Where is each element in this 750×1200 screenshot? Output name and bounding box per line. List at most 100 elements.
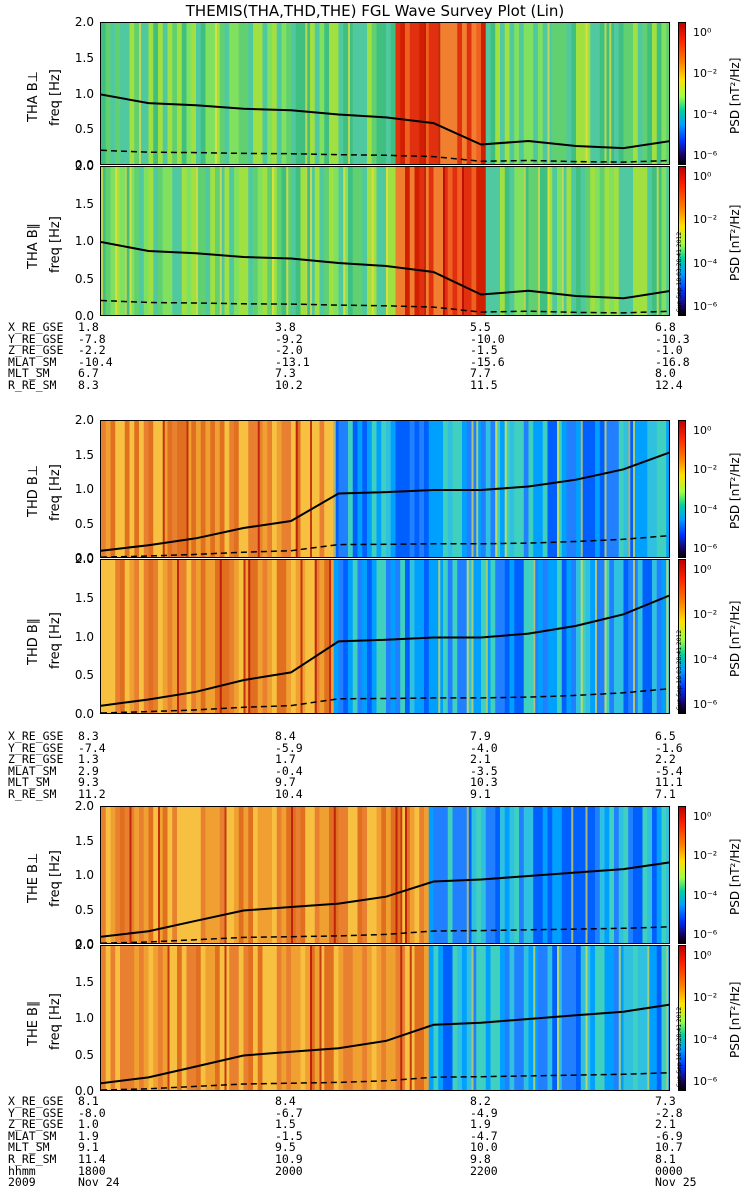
spectrogram-column <box>585 421 591 557</box>
spectrogram-column <box>495 23 501 164</box>
spectrogram-column <box>576 807 582 943</box>
spectrogram-column <box>234 807 240 943</box>
frequency-line <box>101 451 669 552</box>
colorbar-tick-label: 10⁻⁴ <box>693 502 718 516</box>
spectrogram-streak <box>343 167 346 315</box>
spectrogram-column <box>191 421 197 557</box>
spectrogram-column <box>134 807 140 943</box>
spectrogram-streak <box>295 421 298 557</box>
ephemeris-value: -6.9 <box>655 1128 683 1143</box>
spectrogram-column <box>238 167 245 315</box>
colorbar-tick-label: 10⁻² <box>693 991 718 1004</box>
spectrogram-column <box>243 167 249 315</box>
spectrogram-column <box>637 560 644 713</box>
spectrogram-column <box>253 421 259 557</box>
ephemeris-value: -2.0 <box>275 343 303 358</box>
ephemeris-value: 10.7 <box>655 1140 683 1155</box>
spectrogram-column <box>243 560 249 713</box>
spectrogram-column <box>400 560 406 713</box>
spectrogram-column <box>590 167 596 315</box>
ephemeris-value: -9.2 <box>275 331 303 346</box>
spectrogram-column <box>300 167 306 315</box>
spectrogram-column <box>134 167 140 315</box>
spectrogram-column <box>210 421 216 557</box>
ephemeris-row: R_RE_SM 11.4 10.9 9.8 8.1 <box>8 1153 748 1166</box>
spectrogram-streak <box>424 23 426 164</box>
spectrogram-streak <box>129 807 132 943</box>
spectrogram-column <box>400 946 406 1090</box>
spectrogram-column <box>310 23 316 164</box>
colorbar-tick-label: 10⁻² <box>693 463 718 477</box>
spectrogram-column <box>205 807 211 943</box>
spectrogram-column <box>167 946 173 1090</box>
ephemeris-row: X_RE_GSE 8.3 8.4 7.9 6.5 <box>8 730 748 743</box>
spectrogram-streak <box>300 560 303 713</box>
colorbar-tick-label: 10⁰ <box>693 170 712 183</box>
ephemeris-value: 9.5 <box>275 1140 296 1155</box>
ephemeris-value: 0000 <box>655 1163 683 1178</box>
spectrogram-column <box>267 23 273 164</box>
spectrogram-column <box>642 167 648 315</box>
spectrogram-column <box>633 807 639 943</box>
spectrogram-column <box>395 23 401 164</box>
spectrogram-column <box>248 946 254 1090</box>
ephemeris-value: 2.1 <box>655 1117 676 1132</box>
y-tick-label: 2.0 <box>74 938 94 952</box>
spectrogram-column <box>196 23 202 164</box>
spectrogram-column <box>177 167 183 315</box>
ephemeris-value: 9.3 <box>78 775 99 790</box>
spectrogram-column <box>153 23 159 164</box>
spectrogram-column <box>585 23 591 164</box>
spectrogram-panel-5 <box>100 806 670 944</box>
spectrogram-column <box>656 560 663 713</box>
spectrogram-column <box>257 23 264 164</box>
spectrogram-column <box>523 946 530 1090</box>
spectrogram-column <box>181 23 188 164</box>
spectrogram-column <box>647 560 653 713</box>
spectrogram-column <box>414 23 420 164</box>
spectrogram-column <box>376 560 382 713</box>
y-tick-label: 1.5 <box>74 447 94 462</box>
spectrogram-column <box>215 807 221 943</box>
spectrogram-column <box>466 167 473 315</box>
y-tick-label: 2.0 <box>74 552 94 566</box>
spectrogram-column <box>300 421 306 557</box>
spectrogram-column <box>338 167 344 315</box>
spectrogram-column <box>191 807 197 943</box>
spectrogram-column <box>490 946 496 1090</box>
spectrogram-column <box>633 167 639 315</box>
spectrogram-column <box>110 167 116 315</box>
spectrogram-column <box>495 167 501 315</box>
spectrogram-column <box>633 560 639 713</box>
spectrogram-column <box>205 23 211 164</box>
spectrogram-column <box>656 807 663 943</box>
spectrogram-column <box>528 23 534 164</box>
spectrogram-column <box>229 560 235 713</box>
spectrogram-column <box>538 23 544 164</box>
ephemeris-label: X_RE_GSE <box>8 320 64 334</box>
spectrogram-column <box>110 421 116 557</box>
ephemeris-row: R_RE_SM 11.2 10.4 9.1 7.1 <box>8 788 748 801</box>
spectrogram-column <box>419 807 425 943</box>
spectrogram-column <box>314 167 321 315</box>
spectrogram-streak <box>618 946 621 1090</box>
spectrogram-column <box>238 421 245 557</box>
spectrogram-streak <box>400 946 403 1090</box>
ephemeris-value: 1.3 <box>78 752 99 767</box>
spectrogram-column <box>219 946 226 1090</box>
spectrogram-column <box>523 167 530 315</box>
spectrogram-streak <box>466 807 469 943</box>
spectrogram-column <box>224 560 230 713</box>
spectrogram-column <box>196 807 202 943</box>
spectrogram-column <box>528 167 534 315</box>
spectrogram-column <box>172 421 178 557</box>
spectrogram-column <box>286 421 292 557</box>
spectrogram-column <box>633 421 639 557</box>
spectrogram-column <box>238 23 245 164</box>
spectrogram-column <box>585 807 591 943</box>
ephemeris-label: 2009 <box>8 1175 36 1190</box>
spectrogram-column <box>395 560 401 713</box>
spectrogram-column <box>580 421 587 557</box>
spectrogram-column <box>405 946 411 1090</box>
spectrogram-column <box>153 560 159 713</box>
